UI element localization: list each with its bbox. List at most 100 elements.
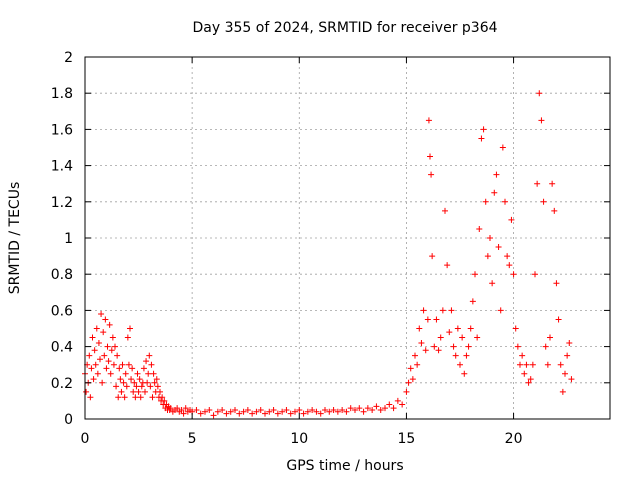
data-point — [304, 408, 311, 415]
data-point — [91, 347, 98, 354]
data-point — [407, 365, 414, 372]
data-point — [206, 406, 213, 413]
data-point — [300, 410, 307, 417]
data-point — [202, 408, 208, 415]
data-point — [491, 189, 498, 196]
data-point — [153, 376, 160, 383]
data-point — [461, 370, 468, 377]
data-point — [446, 329, 453, 336]
data-point — [249, 410, 256, 417]
data-point — [422, 347, 429, 354]
data-point — [487, 235, 493, 241]
data-point — [484, 253, 491, 260]
data-point — [223, 410, 230, 417]
data-point — [504, 253, 511, 260]
data-point — [343, 408, 350, 415]
data-point — [540, 198, 547, 205]
data-point — [142, 388, 148, 395]
data-point — [568, 376, 575, 383]
data-point — [154, 383, 161, 390]
y-tick-label: 2 — [64, 50, 73, 66]
y-tick-label: 0.8 — [51, 267, 73, 283]
y-tick-label: 1.4 — [51, 159, 73, 175]
data-point — [476, 225, 483, 232]
data-point — [193, 406, 200, 413]
data-point — [566, 339, 573, 346]
data-point — [145, 370, 152, 377]
data-point — [433, 316, 440, 323]
data-point — [459, 334, 466, 341]
data-point — [493, 171, 500, 178]
y-tick-label: 1.8 — [51, 86, 73, 102]
data-point — [502, 198, 508, 205]
x-tick-label: 0 — [81, 431, 90, 447]
x-axis-label: GPS time / hours — [286, 458, 403, 474]
data-point — [448, 307, 455, 314]
data-point — [116, 365, 123, 372]
data-point — [125, 361, 132, 368]
data-point — [454, 325, 461, 332]
data-point — [210, 412, 217, 419]
data-point — [240, 408, 247, 415]
data-point — [409, 376, 416, 383]
data-point — [100, 329, 107, 336]
grid-lines — [85, 57, 610, 419]
data-point — [523, 361, 530, 368]
data-point — [514, 343, 521, 350]
data-point — [482, 198, 489, 205]
data-point — [394, 397, 401, 404]
data-point — [377, 406, 384, 413]
data-point — [547, 334, 553, 341]
data-point — [499, 144, 506, 151]
data-point — [135, 388, 142, 395]
data-point — [364, 405, 371, 412]
data-points — [82, 90, 575, 419]
data-point — [292, 408, 298, 415]
data-point — [107, 370, 114, 377]
x-tick-label: 5 — [188, 431, 197, 447]
data-point — [93, 325, 100, 332]
data-point — [428, 171, 435, 178]
data-point — [390, 405, 397, 412]
y-tick-label: 1.2 — [51, 195, 73, 211]
data-point — [414, 361, 421, 368]
data-point — [467, 325, 474, 332]
data-point — [102, 316, 109, 323]
chart-title: Day 355 of 2024, SRMTID for receiver p36… — [192, 20, 497, 36]
y-tick-label: 1 — [64, 231, 73, 247]
data-point — [128, 376, 135, 383]
data-point — [149, 394, 156, 401]
data-point — [143, 358, 150, 365]
data-point — [97, 356, 103, 363]
data-point — [439, 307, 446, 314]
data-point — [534, 180, 541, 187]
data-point — [214, 408, 221, 415]
data-point — [92, 361, 99, 368]
y-tick-label: 0.2 — [51, 376, 73, 392]
x-tick-label: 10 — [290, 431, 308, 447]
data-point — [555, 316, 562, 323]
data-point — [112, 343, 118, 350]
data-point — [517, 361, 523, 368]
x-tick-label: 20 — [505, 431, 523, 447]
data-point — [347, 405, 354, 412]
data-point — [159, 394, 166, 401]
data-point — [236, 410, 243, 417]
data-point — [435, 347, 442, 354]
data-point — [219, 406, 226, 413]
axis-ticks: 00.20.40.60.811.21.41.61.820 5 10 15 20 — [51, 50, 610, 447]
data-point — [178, 406, 185, 413]
data-point — [129, 365, 136, 372]
data-point — [119, 361, 126, 368]
data-point — [437, 334, 444, 341]
y-tick-label: 0.6 — [51, 303, 73, 319]
data-point — [266, 408, 273, 415]
data-point — [334, 408, 341, 415]
data-point — [442, 207, 448, 214]
data-point — [167, 405, 174, 412]
data-point — [257, 406, 264, 413]
data-point — [110, 361, 117, 368]
data-point — [83, 388, 90, 395]
data-point — [95, 339, 102, 346]
data-point — [108, 347, 115, 354]
